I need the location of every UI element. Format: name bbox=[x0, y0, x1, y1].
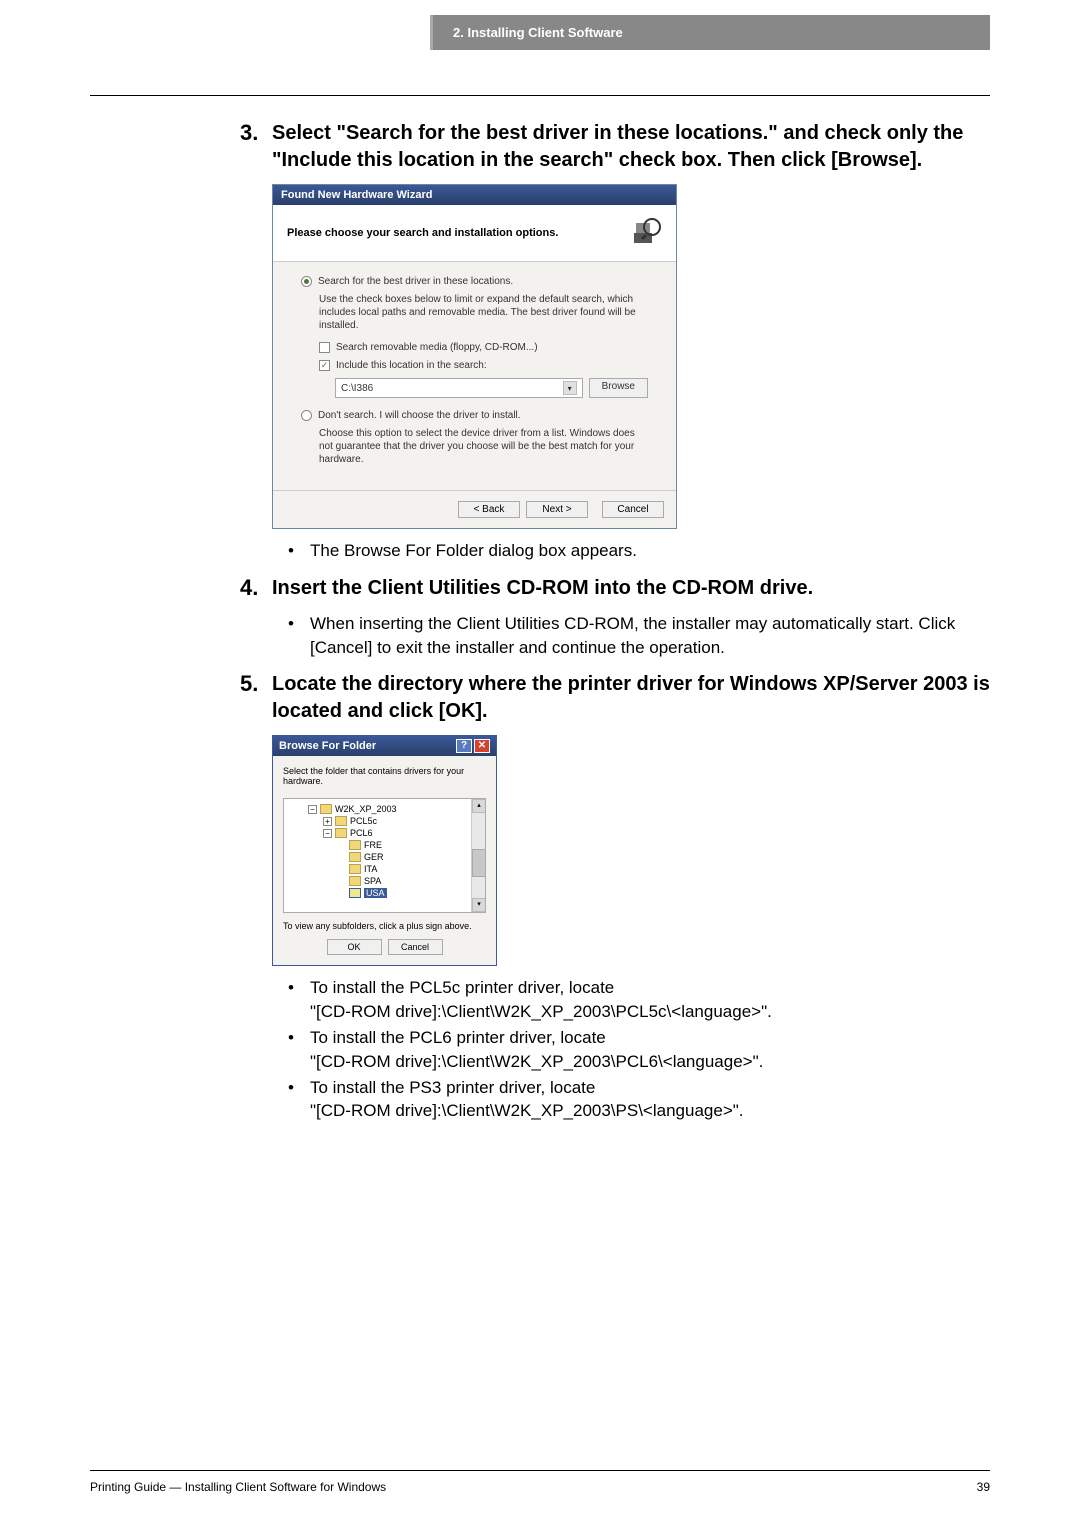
next-button[interactable]: Next > bbox=[526, 501, 588, 518]
help-button[interactable]: ? bbox=[456, 739, 472, 753]
checkbox-icon: ✓ bbox=[319, 360, 330, 371]
cancel-button[interactable]: Cancel bbox=[388, 939, 443, 955]
cancel-button[interactable]: Cancel bbox=[602, 501, 664, 518]
step-3-number: 3. bbox=[240, 120, 272, 174]
scroll-down-icon[interactable]: ▾ bbox=[472, 898, 486, 912]
radio-search[interactable]: Search for the best driver in these loca… bbox=[301, 276, 648, 287]
location-input[interactable]: C:\I386 ▾ bbox=[335, 378, 583, 398]
hw-banner: Please choose your search and installati… bbox=[273, 205, 676, 262]
bf-subtext: To view any subfolders, click a plus sig… bbox=[283, 921, 486, 931]
location-value: C:\I386 bbox=[341, 383, 373, 394]
folder-ita[interactable]: ITA bbox=[364, 864, 377, 874]
radio-icon bbox=[301, 276, 312, 287]
folder-spa[interactable]: SPA bbox=[364, 876, 381, 886]
radio-dont-search-label: Don't search. I will choose the driver t… bbox=[318, 410, 521, 421]
scroll-up-icon[interactable]: ▴ bbox=[472, 799, 486, 813]
step5-bullet-2-text: To install the PCL6 printer driver, loca… bbox=[310, 1026, 763, 1074]
radio1-description: Use the check boxes below to limit or ex… bbox=[319, 293, 648, 332]
step-3: 3. Select "Search for the best driver in… bbox=[240, 120, 990, 174]
folder-icon bbox=[349, 876, 361, 886]
check-removable-label: Search removable media (floppy, CD-ROM..… bbox=[336, 342, 538, 353]
footer-divider bbox=[90, 1470, 990, 1471]
folder-open-icon bbox=[349, 888, 361, 898]
bf-instruction: Select the folder that contains drivers … bbox=[283, 766, 486, 786]
step-4: 4. Insert the Client Utilities CD-ROM in… bbox=[240, 575, 990, 602]
scrollbar[interactable]: ▴ ▾ bbox=[471, 799, 485, 912]
browse-button[interactable]: Browse bbox=[589, 378, 648, 398]
step3-bullet-text: The Browse For Folder dialog box appears… bbox=[310, 539, 637, 563]
folder-fre[interactable]: FRE bbox=[364, 840, 382, 850]
radio-icon bbox=[301, 410, 312, 421]
scroll-thumb[interactable] bbox=[472, 849, 486, 877]
checkbox-icon bbox=[319, 342, 330, 353]
browse-folder-dialog: Browse For Folder ? ✕ Select the folder … bbox=[272, 735, 990, 966]
back-button[interactable]: < Back bbox=[458, 501, 520, 518]
step-4-text: Insert the Client Utilities CD-ROM into … bbox=[272, 575, 813, 602]
step4-bullet: • When inserting the Client Utilities CD… bbox=[288, 612, 990, 660]
check-location-label: Include this location in the search: bbox=[336, 360, 487, 371]
page-number: 39 bbox=[977, 1480, 990, 1494]
collapse-icon[interactable]: − bbox=[323, 829, 332, 838]
step4-bullet-text: When inserting the Client Utilities CD-R… bbox=[310, 612, 990, 660]
collapse-icon[interactable]: − bbox=[308, 805, 317, 814]
expand-icon[interactable]: + bbox=[323, 817, 332, 826]
folder-tree[interactable]: − W2K_XP_2003 + PCL5c − bbox=[283, 798, 486, 913]
step-5: 5. Locate the directory where the printe… bbox=[240, 671, 990, 725]
folder-icon bbox=[349, 864, 361, 874]
hardware-wizard-dialog: Found New Hardware Wizard Please choose … bbox=[272, 184, 990, 529]
folder-icon bbox=[335, 816, 347, 826]
header-divider bbox=[90, 95, 990, 96]
folder-icon bbox=[349, 840, 361, 850]
step5-bullet-3: • To install the PS3 printer driver, loc… bbox=[288, 1076, 990, 1124]
step-5-number: 5. bbox=[240, 671, 272, 725]
dropdown-icon[interactable]: ▾ bbox=[563, 381, 577, 395]
step5-bullet-1-text: To install the PCL5c printer driver, loc… bbox=[310, 976, 772, 1024]
bf-title-text: Browse For Folder bbox=[279, 740, 376, 752]
step-5-text: Locate the directory where the printer d… bbox=[272, 671, 990, 725]
hw-banner-text: Please choose your search and installati… bbox=[287, 227, 558, 239]
folder-icon bbox=[335, 828, 347, 838]
close-button[interactable]: ✕ bbox=[474, 739, 490, 753]
check-removable[interactable]: Search removable media (floppy, CD-ROM..… bbox=[319, 342, 648, 353]
main-content: 3. Select "Search for the best driver in… bbox=[240, 120, 990, 1135]
folder-pcl5c[interactable]: PCL5c bbox=[350, 816, 377, 826]
folder-ger[interactable]: GER bbox=[364, 852, 384, 862]
folder-w2k[interactable]: W2K_XP_2003 bbox=[335, 804, 397, 814]
radio2-description: Choose this option to select the device … bbox=[319, 427, 648, 466]
step5-bullet-2: • To install the PCL6 printer driver, lo… bbox=[288, 1026, 990, 1074]
chapter-header: 2. Installing Client Software bbox=[430, 15, 990, 50]
step5-bullet-1: • To install the PCL5c printer driver, l… bbox=[288, 976, 990, 1024]
ok-button[interactable]: OK bbox=[327, 939, 382, 955]
check-location[interactable]: ✓ Include this location in the search: bbox=[319, 360, 648, 371]
footer-text: Printing Guide — Installing Client Softw… bbox=[90, 1480, 386, 1494]
hardware-icon bbox=[630, 217, 662, 249]
folder-usa-selected[interactable]: USA bbox=[364, 888, 387, 898]
radio-dont-search[interactable]: Don't search. I will choose the driver t… bbox=[301, 410, 648, 421]
folder-icon bbox=[349, 852, 361, 862]
hw-dialog-title: Found New Hardware Wizard bbox=[273, 185, 676, 205]
radio-search-label: Search for the best driver in these loca… bbox=[318, 276, 513, 287]
step-4-number: 4. bbox=[240, 575, 272, 602]
folder-pcl6[interactable]: PCL6 bbox=[350, 828, 373, 838]
folder-icon bbox=[320, 804, 332, 814]
step3-bullet: • The Browse For Folder dialog box appea… bbox=[288, 539, 990, 563]
step5-bullet-3-text: To install the PS3 printer driver, locat… bbox=[310, 1076, 744, 1124]
step-3-text: Select "Search for the best driver in th… bbox=[272, 120, 990, 174]
